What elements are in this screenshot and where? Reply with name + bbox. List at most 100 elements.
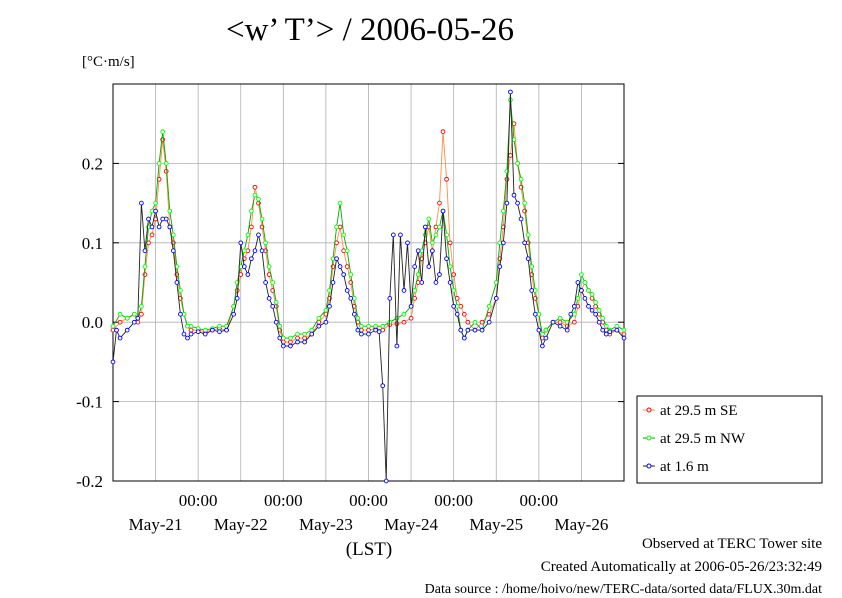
- data-point: [344, 288, 350, 293]
- data-point: [167, 208, 173, 214]
- data-point: [270, 280, 276, 285]
- data-point: [337, 200, 343, 206]
- data-point: [252, 248, 258, 254]
- legend-label: at 29.5 m SE: [660, 403, 738, 419]
- y-tick-label: -0.1: [76, 393, 103, 412]
- data-point: [444, 176, 449, 182]
- data-point: [330, 280, 336, 285]
- data-point: [160, 129, 166, 134]
- data-point: [217, 329, 222, 335]
- data-point: [593, 300, 598, 305]
- legend-marker: [646, 463, 652, 469]
- data-point: [508, 153, 513, 158]
- data-point: [288, 339, 293, 345]
- data-point: [302, 339, 307, 345]
- data-point: [504, 176, 510, 182]
- data-point: [479, 327, 485, 333]
- data-point: [536, 327, 542, 333]
- data-point: [259, 248, 265, 254]
- data-point: [117, 311, 123, 317]
- data-point: [256, 232, 261, 238]
- data-point: [515, 161, 520, 166]
- data-point: [540, 331, 545, 337]
- data-point: [493, 296, 499, 301]
- data-point: [373, 323, 378, 329]
- x-time-tick-label: 00:00: [179, 491, 218, 510]
- data-point: [415, 272, 421, 277]
- data-point: [451, 288, 457, 293]
- data-point: [139, 311, 144, 317]
- data-point: [263, 280, 268, 285]
- x-time-tick-label: 00:00: [349, 491, 388, 510]
- data-point: [401, 288, 407, 293]
- data-point: [266, 264, 272, 269]
- data-point: [557, 323, 563, 329]
- data-point: [181, 331, 187, 337]
- data-point: [472, 327, 478, 333]
- data-point: [249, 208, 254, 214]
- data-point: [188, 323, 194, 329]
- data-point: [525, 232, 531, 238]
- data-point: [532, 311, 538, 317]
- data-point: [142, 248, 148, 254]
- data-point: [582, 280, 588, 285]
- y-tick-label: 0.0: [82, 313, 103, 332]
- data-point: [167, 224, 173, 230]
- data-point: [266, 296, 272, 301]
- data-point: [117, 319, 123, 325]
- data-point: [256, 196, 261, 202]
- data-point: [529, 264, 535, 269]
- data-point: [163, 216, 169, 222]
- data-point: [437, 200, 442, 206]
- data-point: [543, 335, 549, 341]
- x-date-label: May-26: [555, 515, 609, 534]
- data-point: [263, 240, 268, 246]
- data-point: [149, 224, 155, 230]
- data-point: [131, 311, 137, 317]
- data-point: [142, 264, 148, 269]
- y-tick-label: -0.2: [76, 472, 103, 491]
- data-point: [114, 327, 119, 333]
- data-point: [568, 311, 574, 317]
- data-point: [603, 331, 609, 337]
- data-point: [153, 208, 158, 214]
- data-point: [280, 343, 286, 349]
- data-point: [249, 256, 254, 262]
- chart-title: <w’ T’> / 2006-05-26: [225, 12, 515, 48]
- data-point: [621, 335, 627, 341]
- data-point: [185, 335, 190, 341]
- legend: at 29.5 m SE at 29.5 m NW at 1.6 m: [636, 395, 823, 484]
- data-point: [366, 327, 371, 333]
- data-point: [543, 327, 549, 333]
- data-point: [415, 248, 421, 254]
- data-point: [309, 327, 315, 333]
- data-point: [327, 303, 332, 309]
- data-point: [110, 359, 116, 365]
- data-point: [571, 303, 577, 309]
- data-point: [323, 319, 329, 325]
- data-point: [579, 272, 584, 277]
- legend-marker: [646, 407, 652, 413]
- data-point: [522, 240, 527, 246]
- legend-label: at 29.5 m NW: [660, 431, 746, 447]
- data-point: [621, 327, 627, 333]
- data-point: [341, 272, 347, 277]
- data-point: [124, 315, 130, 321]
- data-point: [394, 321, 400, 327]
- data-point: [302, 335, 307, 341]
- data-point: [323, 307, 329, 313]
- data-point: [451, 272, 457, 277]
- data-point: [550, 319, 556, 325]
- data-point: [614, 327, 620, 333]
- data-point: [241, 248, 247, 254]
- data-point: [270, 303, 276, 309]
- data-point: [110, 323, 116, 329]
- y-tick-label: 0.1: [82, 234, 103, 253]
- x-date-label: May-21: [129, 515, 183, 534]
- data-point: [149, 232, 155, 238]
- data-point: [440, 129, 446, 134]
- data-point: [440, 208, 446, 214]
- data-point: [447, 264, 453, 269]
- data-point: [390, 232, 396, 238]
